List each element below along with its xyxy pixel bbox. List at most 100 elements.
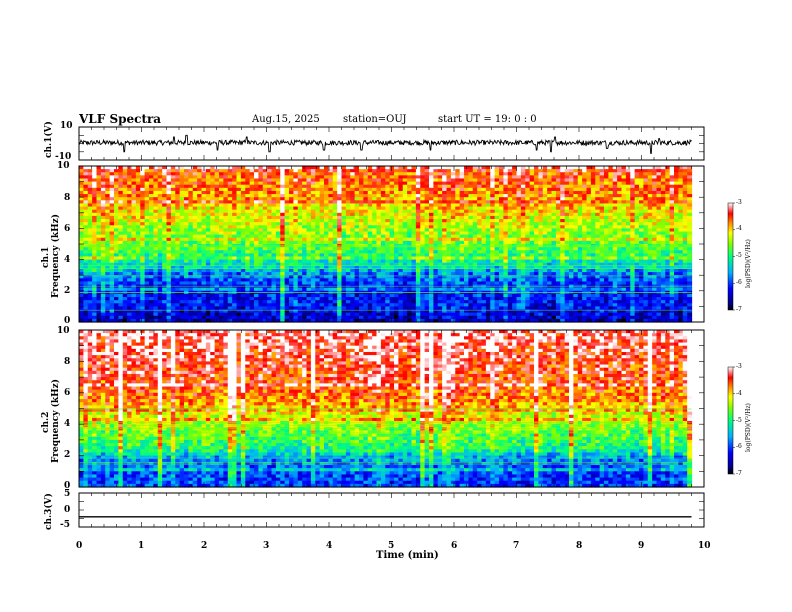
ch1-spec-cell [140, 219, 146, 223]
ch1-spec-cell [652, 268, 658, 273]
ch1-spec-cell [459, 256, 465, 261]
ch1-spec-cell [538, 203, 544, 208]
ch1-spec-cell [472, 184, 478, 189]
ch1-spec-cell [429, 184, 434, 189]
ch1-spec-cell [534, 272, 539, 276]
ch1-spec-cell [114, 228, 119, 233]
ch1-spec-cell [175, 237, 181, 242]
ch1-spec-cell [118, 265, 124, 270]
ch1-spec-cell [459, 228, 465, 233]
ch1-spec-cell [516, 250, 522, 254]
ch1-spec-cell [564, 225, 570, 229]
ch1-spec-cell [232, 166, 238, 170]
ch1-spec-cell [380, 184, 386, 189]
ch1-spec-cell [118, 247, 124, 251]
ch1-spec-cell [363, 265, 369, 270]
ch1-spec-cell [367, 175, 373, 180]
ch1-spec-cell [188, 253, 194, 258]
ch1-spec-cell [621, 169, 627, 173]
ch1-spec-cell [494, 225, 500, 229]
ch1-spec-cell [525, 209, 531, 214]
ch1-spec-cell [201, 253, 207, 258]
ch1-spec-cell [245, 166, 251, 170]
ch1-spec-cell [79, 237, 84, 242]
ch1-spec-cell [87, 203, 93, 208]
ch1-spec-cell [634, 259, 640, 264]
ch1-spec-cell [328, 253, 334, 258]
ch1-spec-cell [363, 237, 369, 242]
ch1-spec-cell [372, 225, 378, 229]
ch1-spec-cell [345, 262, 351, 267]
ch1-spec-cell [109, 268, 115, 273]
ch1-spec-cell [205, 212, 211, 217]
ch1-spec-cell [92, 256, 98, 261]
ch1-spec-cell [153, 215, 159, 220]
ch1-spec-cell [219, 268, 224, 273]
ch1-spec-cell [337, 225, 343, 229]
ch1-spec-cell [529, 225, 535, 229]
ch1-spec-cell [372, 219, 378, 223]
ch1-spec-cell [118, 187, 124, 192]
ch1-spec-cell [429, 203, 434, 208]
ch1-spec-cell [284, 219, 290, 223]
ch1-spec-cell [192, 219, 198, 223]
ch1-spec-cell [315, 206, 321, 211]
ch1-spec-cell [516, 169, 522, 173]
ch1-spec-cell [407, 206, 413, 211]
ch1-spec-cell [569, 215, 574, 220]
ch1-spec-cell [315, 228, 321, 233]
ch1-spec-cell [131, 181, 137, 186]
ch1-spec-cell [297, 190, 303, 195]
ch1-spec-cell [625, 259, 631, 264]
ch1-spec-cell [359, 215, 364, 220]
ch1-spec-cell [135, 215, 141, 220]
ch1-spec-cell [678, 200, 684, 205]
ch1-spec-cell [367, 172, 373, 176]
ch1-spec-cell [525, 259, 531, 264]
ch1-spec-cell [520, 197, 526, 201]
ch1-spec-cell [437, 194, 443, 198]
ch1-spec-cell [100, 225, 106, 229]
ch1-spec-cell [170, 187, 176, 192]
ch1-spec-cell [249, 259, 255, 264]
ch1-spec-cell [507, 219, 513, 223]
ch1-spec-cell [660, 194, 666, 198]
ch1-spec-cell [153, 197, 159, 201]
ch1-spec-cell [359, 178, 364, 183]
ch1-spec-cell [582, 197, 588, 201]
ch1-spec-cell [442, 222, 448, 226]
ch1-spec-cell [411, 178, 417, 183]
ch1-spec-cell [380, 178, 386, 183]
ch1-spec-cell [411, 172, 417, 176]
ch1-spec-cell [682, 240, 688, 245]
ch1-spec-cell [660, 175, 666, 180]
ch1-spec-cell [236, 166, 242, 170]
ch1-spec-cell [149, 166, 154, 170]
ch1-spec-cell [604, 197, 609, 201]
ch1-spec-cell [389, 166, 395, 170]
ch1-spec-cell [485, 181, 491, 186]
ch1-spec-cell [477, 231, 483, 236]
ch1-spec-cell [398, 265, 404, 270]
ch1-spec-cell [345, 215, 351, 220]
ch1-spec-cell [630, 172, 636, 176]
ch1-spec-cell [459, 206, 465, 211]
ch1-spec-cell [354, 190, 360, 195]
ch1-spec-cell [219, 240, 224, 245]
ch1-spec-cell [219, 231, 224, 236]
ch1-spec-cell [485, 234, 491, 239]
ch1-spec-cell [170, 247, 176, 251]
ch1-spec-cell [324, 194, 329, 198]
ch1-spec-cell [639, 250, 644, 254]
ch1-spec-cell [542, 203, 548, 208]
ch1-spec-cell [166, 203, 172, 208]
ch1-spec-cell [109, 190, 115, 195]
ch1-spec-cell [219, 234, 224, 239]
ch1-spec-cell [446, 256, 452, 261]
ch1-spec-cell [153, 169, 159, 173]
ch1-spec-cell [468, 181, 474, 186]
ch1-spec-cell [564, 175, 570, 180]
ch1-spec-cell [210, 215, 216, 220]
ch1-spec-cell [555, 212, 561, 217]
ch1-spec-cell [227, 175, 233, 180]
